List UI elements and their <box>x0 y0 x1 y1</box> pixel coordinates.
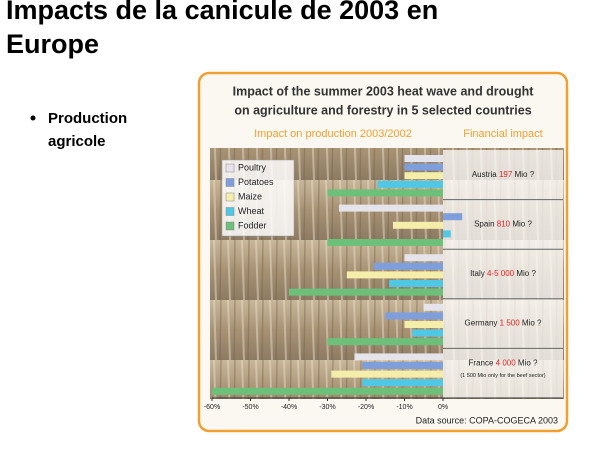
x-tick-label: -30% <box>319 404 335 411</box>
bar <box>362 362 443 369</box>
amount: 197 <box>499 170 513 179</box>
amount: 4-5 000 <box>487 269 515 278</box>
legend-label: Maize <box>238 191 262 201</box>
unit: Mio ? <box>512 220 532 229</box>
bar <box>404 254 443 262</box>
financial-text: Spain 810 Mio ? <box>474 220 532 229</box>
x-tick-label: -60% <box>204 404 220 411</box>
bar <box>373 262 443 270</box>
country: Germany <box>465 319 498 328</box>
chart: Impact of the summer 2003 heat wave and … <box>204 84 563 425</box>
financial-panel <box>443 150 563 398</box>
bullet-text: agricole <box>48 133 106 150</box>
bar <box>377 180 443 188</box>
subtitle: Financial impact <box>463 128 542 140</box>
financial-text: Italy 4-5 000 Mio ? <box>470 269 536 278</box>
bar <box>423 303 443 311</box>
x-tick-label: -40% <box>281 404 297 411</box>
legend-swatch <box>225 221 235 231</box>
country: Austria <box>472 170 497 179</box>
slide-title: Europe <box>6 29 99 59</box>
chart-title: Impact of the summer 2003 heat wave and … <box>233 84 535 98</box>
bar <box>412 329 443 337</box>
bar <box>385 312 443 320</box>
bar <box>212 387 443 395</box>
bar <box>392 221 443 229</box>
bullet <box>30 115 36 121</box>
amount: 1 500 <box>500 319 521 328</box>
bar <box>443 230 451 238</box>
financial-text: Germany 1 500 Mio ? <box>465 319 543 328</box>
bar <box>404 163 443 171</box>
country: Spain <box>474 220 494 229</box>
legend-label: Fodder <box>238 220 267 230</box>
country: Italy <box>470 269 485 278</box>
legend-swatch <box>225 192 235 202</box>
financial-note: (1 500 Mio only for the beef sector) <box>460 373 545 379</box>
bar <box>327 239 443 246</box>
bar <box>404 172 443 180</box>
slide-title: Impacts de la canicule de 2003 en <box>6 0 438 25</box>
legend-swatch <box>225 163 235 173</box>
legend-label: Potatoes <box>238 177 274 187</box>
amount: 4 000 <box>496 359 517 368</box>
bar <box>389 280 443 287</box>
unit: Mio ? <box>518 359 538 368</box>
amount: 810 <box>497 220 511 229</box>
bar <box>331 370 443 378</box>
legend-label: Poultry <box>238 162 267 172</box>
bar <box>327 338 443 346</box>
unit: Mio ? <box>515 170 535 179</box>
bar <box>354 353 443 361</box>
unit: Mio ? <box>516 269 536 278</box>
legend-label: Wheat <box>238 206 265 216</box>
financial-text: Austria 197 Mio ? <box>472 170 535 179</box>
x-tick-label: -50% <box>242 404 258 411</box>
subtitle: Impact on production 2003/2002 <box>254 128 412 140</box>
bar <box>289 288 443 296</box>
bar <box>339 204 443 212</box>
bar <box>404 155 443 162</box>
x-tick-label: -20% <box>358 404 374 411</box>
bar <box>327 189 443 197</box>
bar <box>443 213 463 221</box>
bar <box>404 321 443 328</box>
bullet-text: Production <box>48 110 127 127</box>
source: Data source: COPA-COGECA 2003 <box>416 415 558 425</box>
legend-swatch <box>225 178 235 187</box>
x-tick-label: -10% <box>396 404 412 411</box>
financial-text: France 4 000 Mio ? <box>469 359 539 368</box>
x-tick-label: 0% <box>438 404 448 411</box>
legend-swatch <box>225 207 235 216</box>
bar <box>346 271 443 279</box>
chart-title: on agriculture and forestry in 5 selecte… <box>234 103 531 117</box>
bar <box>362 379 443 387</box>
unit: Mio ? <box>522 319 542 328</box>
country: France <box>469 359 494 368</box>
